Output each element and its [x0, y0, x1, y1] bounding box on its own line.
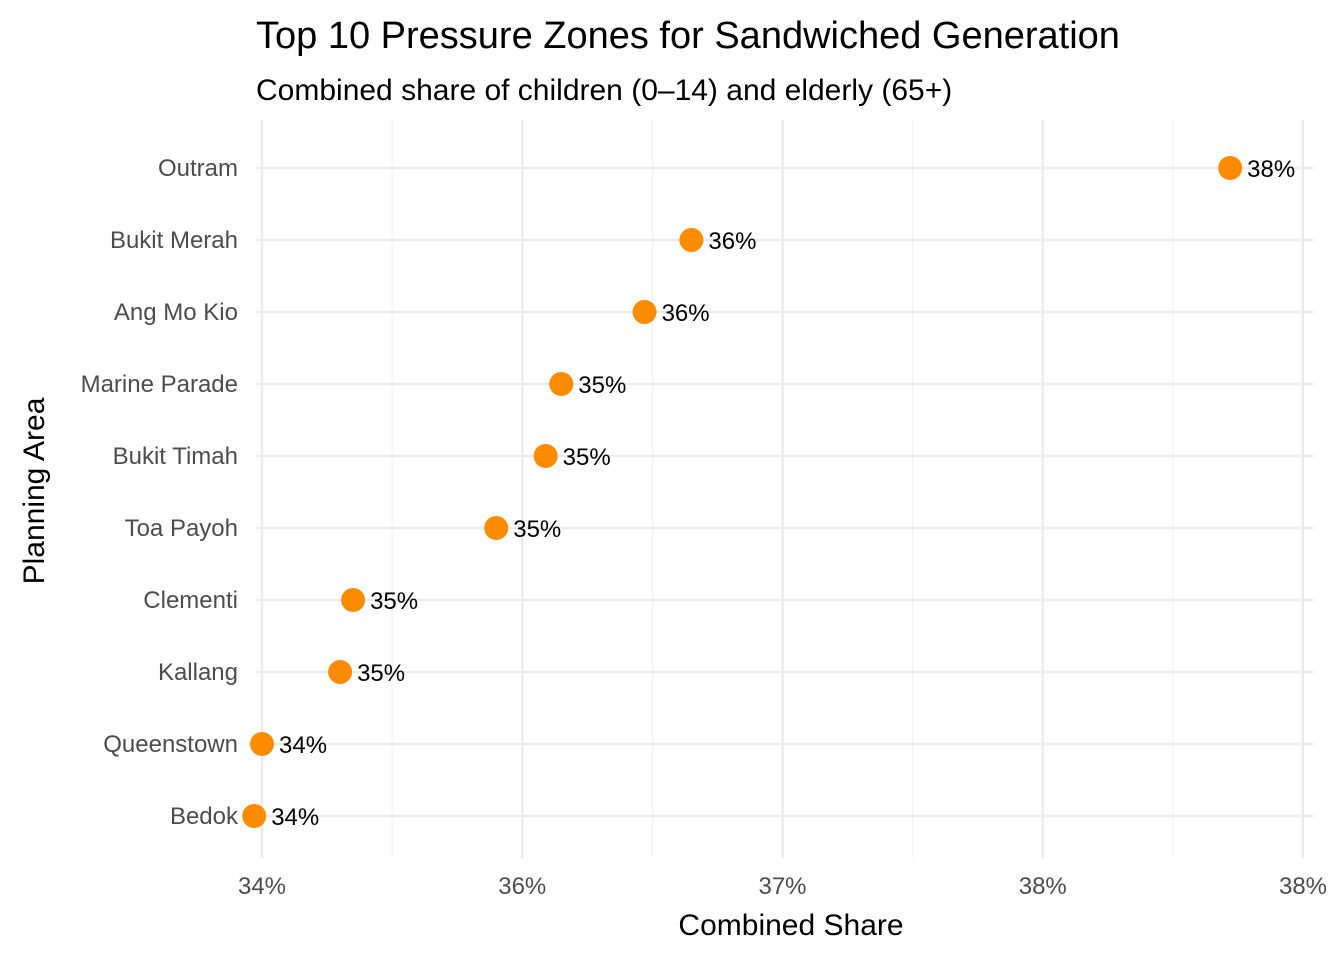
data-label: 36%: [662, 300, 710, 327]
data-label: 35%: [563, 444, 611, 471]
data-point: [632, 300, 657, 324]
data-points: [242, 156, 1243, 828]
x-axis-tick-labels: 34% 36% 37% 38% 38%: [238, 873, 1327, 900]
data-label: 36%: [708, 228, 756, 255]
x-tick-label: 38%: [1019, 873, 1067, 900]
data-point: [679, 228, 704, 252]
data-point: [533, 444, 558, 468]
data-point: [1218, 156, 1243, 180]
data-point: [328, 660, 353, 684]
y-tick-label: Bedok: [170, 803, 239, 830]
y-axis-title: Planning Area: [18, 397, 51, 584]
data-label: 34%: [279, 732, 327, 759]
y-tick-label: Bukit Timah: [113, 443, 238, 470]
y-tick-label: Clementi: [143, 587, 238, 614]
minor-gridlines: [391, 120, 1174, 858]
y-tick-label: Bukit Merah: [110, 227, 238, 254]
data-point: [484, 516, 509, 540]
data-label: 38%: [1247, 156, 1295, 183]
y-tick-label: Outram: [158, 155, 238, 182]
chart-subtitle: Combined share of children (0–14) and el…: [256, 74, 952, 107]
data-label: 35%: [357, 660, 405, 687]
y-tick-label: Queenstown: [103, 731, 238, 758]
data-label: 35%: [370, 588, 418, 615]
y-tick-label: Toa Payoh: [125, 515, 238, 542]
data-point: [250, 732, 274, 756]
major-gridlines: [256, 120, 1313, 858]
y-axis-tick-labels: Outram Bukit Merah Ang Mo Kio Marine Parade…: [81, 155, 239, 830]
x-tick-label: 36%: [498, 873, 546, 900]
y-tick-label: Kallang: [158, 659, 238, 686]
x-tick-label: 37%: [758, 873, 806, 900]
y-tick-label: Ang Mo Kio: [114, 299, 238, 326]
x-axis-title: Combined Share: [678, 909, 903, 942]
data-point: [549, 372, 574, 396]
data-point: [341, 588, 366, 612]
x-tick-label: 34%: [238, 873, 286, 900]
data-point: [242, 804, 267, 828]
data-labels: 38% 36% 36% 35% 35% 35% 35% 35% 34% 34%: [271, 156, 1295, 831]
data-label: 35%: [513, 516, 561, 543]
y-tick-label: Marine Parade: [81, 371, 238, 398]
data-label: 35%: [578, 372, 626, 399]
x-tick-label: 38%: [1279, 873, 1327, 900]
data-label: 34%: [271, 804, 319, 831]
chart-title: Top 10 Pressure Zones for Sandwiched Gen…: [256, 15, 1120, 57]
